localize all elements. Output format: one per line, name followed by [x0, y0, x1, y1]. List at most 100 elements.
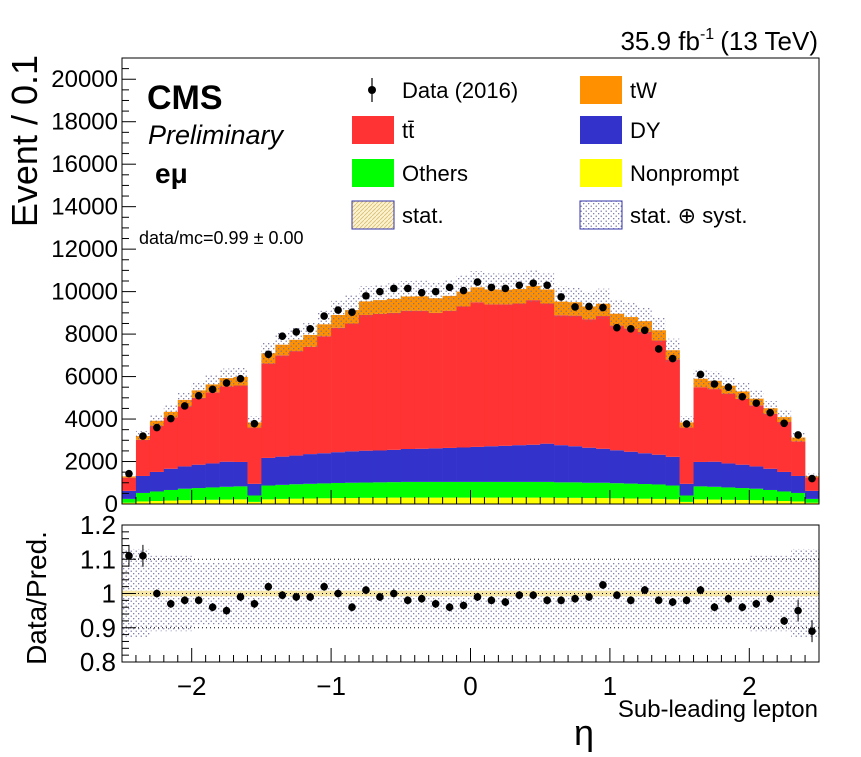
bar-tt: [749, 405, 764, 467]
data-point: [766, 408, 775, 417]
bar-others: [442, 481, 457, 498]
ratio-point: [236, 593, 245, 601]
bar-nonprompt: [219, 499, 234, 504]
bar-dy: [400, 448, 416, 482]
bar-others: [763, 489, 778, 501]
bar-dy: [512, 445, 527, 482]
bar-tt: [484, 304, 499, 447]
bar-nonprompt: [358, 497, 374, 504]
bar-others: [331, 482, 346, 499]
ratio-point: [473, 593, 482, 601]
bar-dy: [191, 464, 206, 489]
bar-tt: [247, 427, 262, 484]
bar-dy: [763, 468, 778, 490]
ratio-point: [501, 598, 510, 606]
bar-others: [526, 481, 541, 498]
data-point: [362, 292, 370, 300]
bar-tt: [317, 336, 332, 454]
uncertainty-band: [665, 338, 680, 362]
bar-tt: [526, 300, 541, 445]
bar-dy: [386, 449, 402, 483]
legend-label: tW: [630, 78, 657, 103]
bar-dy: [428, 448, 443, 482]
bar-others: [582, 482, 597, 499]
ratio-point: [264, 582, 273, 591]
bar-dy: [442, 447, 457, 482]
bar-tt: [149, 425, 165, 472]
bar-nonprompt: [651, 498, 666, 504]
bar-tt: [177, 406, 192, 467]
data-point: [571, 303, 579, 311]
data-point: [738, 392, 747, 401]
ratio-point: [292, 593, 301, 601]
bar-others: [303, 483, 318, 499]
ratio-point: [613, 591, 621, 600]
ratio-stat-band: [721, 590, 736, 597]
legend-label: DY: [630, 118, 661, 143]
ratio-y-tick-label: 0.9: [80, 613, 116, 643]
legend-swatch: [579, 200, 623, 230]
bar-dy: [219, 461, 234, 487]
data-point: [390, 284, 398, 293]
uncertainty-band: [163, 404, 178, 419]
ratio-stat-band: [177, 590, 192, 597]
ratio-point: [585, 593, 593, 601]
data-point: [208, 385, 217, 394]
bar-dy: [595, 448, 611, 483]
legend-swatch: [580, 76, 622, 104]
bar-dy: [289, 455, 304, 485]
data-point: [403, 284, 412, 293]
bar-nonprompt: [693, 499, 708, 504]
bar-dy: [414, 448, 429, 482]
ratio-point: [222, 606, 231, 615]
bar-dy: [749, 466, 764, 489]
x-axis-title: η: [574, 712, 594, 752]
data-point: [627, 324, 635, 333]
bar-tt: [191, 397, 206, 465]
bar-nonprompt: [331, 498, 346, 504]
y-tick-label: 14000: [51, 194, 118, 221]
bar-tt: [289, 351, 304, 456]
bar-others: [345, 482, 360, 499]
channel-label: eμ: [155, 158, 188, 189]
data-point: [236, 374, 245, 383]
data-point: [278, 332, 287, 341]
ratio-data-points: [125, 544, 816, 643]
bar-dy: [805, 490, 820, 499]
ratio-stat-band: [205, 590, 220, 597]
bar-nonprompt: [442, 497, 457, 504]
uncertainty-band: [331, 300, 346, 330]
data-point: [194, 391, 203, 400]
bar-nonprompt: [721, 499, 736, 504]
ratio-stat-band: [484, 590, 499, 597]
bar-nonprompt: [345, 498, 360, 504]
data-point: [599, 303, 607, 312]
bar-nonprompt: [749, 500, 764, 504]
ratio-stat-band: [540, 590, 555, 597]
bar-dy: [582, 447, 597, 483]
bar-tt: [261, 363, 276, 458]
bar-nonprompt: [568, 497, 583, 504]
ratio-point: [208, 603, 217, 611]
bar-others: [735, 488, 750, 500]
bar-dy: [345, 451, 360, 483]
data-point: [292, 328, 301, 336]
bar-others: [484, 481, 499, 498]
bar-tt: [540, 303, 555, 444]
bar-dy: [456, 447, 471, 482]
y-tick-label: 16000: [51, 151, 118, 178]
bar-tt: [428, 312, 443, 449]
bar-nonprompt: [372, 497, 388, 504]
data-point: [417, 288, 426, 297]
bar-others: [428, 481, 443, 498]
data-point: [376, 287, 384, 296]
bar-others: [609, 483, 625, 499]
ratio-stat-band: [777, 590, 792, 597]
ratio-stat-band: [805, 590, 819, 597]
ratio-point: [278, 591, 287, 600]
data-point: [180, 402, 189, 410]
bar-nonprompt: [540, 497, 555, 504]
bar-nonprompt: [275, 498, 290, 504]
